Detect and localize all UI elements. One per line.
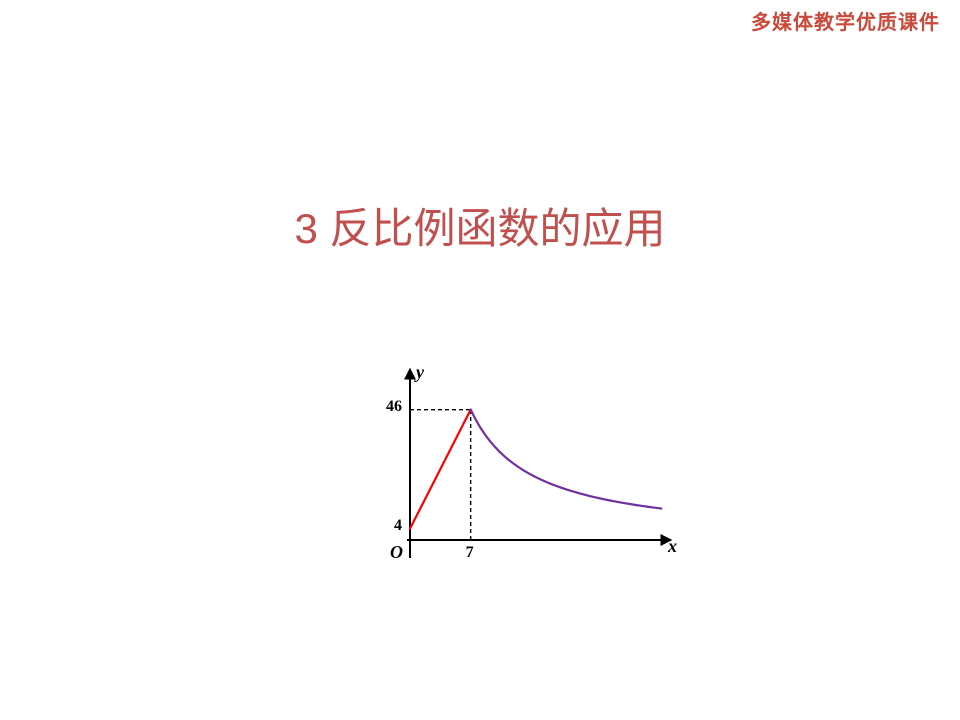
- slide-title: 3 反比例函数的应用: [0, 195, 960, 256]
- chart: y x O 46 4 7: [350, 350, 690, 590]
- y-tick-4: 4: [394, 517, 402, 535]
- origin-label: O: [390, 542, 403, 563]
- y-tick-46: 46: [386, 398, 402, 416]
- watermark: 多媒体教学优质课件: [751, 6, 940, 35]
- x-tick-7: 7: [466, 544, 474, 562]
- y-axis-label: y: [416, 362, 424, 383]
- x-axis-label: x: [668, 536, 677, 557]
